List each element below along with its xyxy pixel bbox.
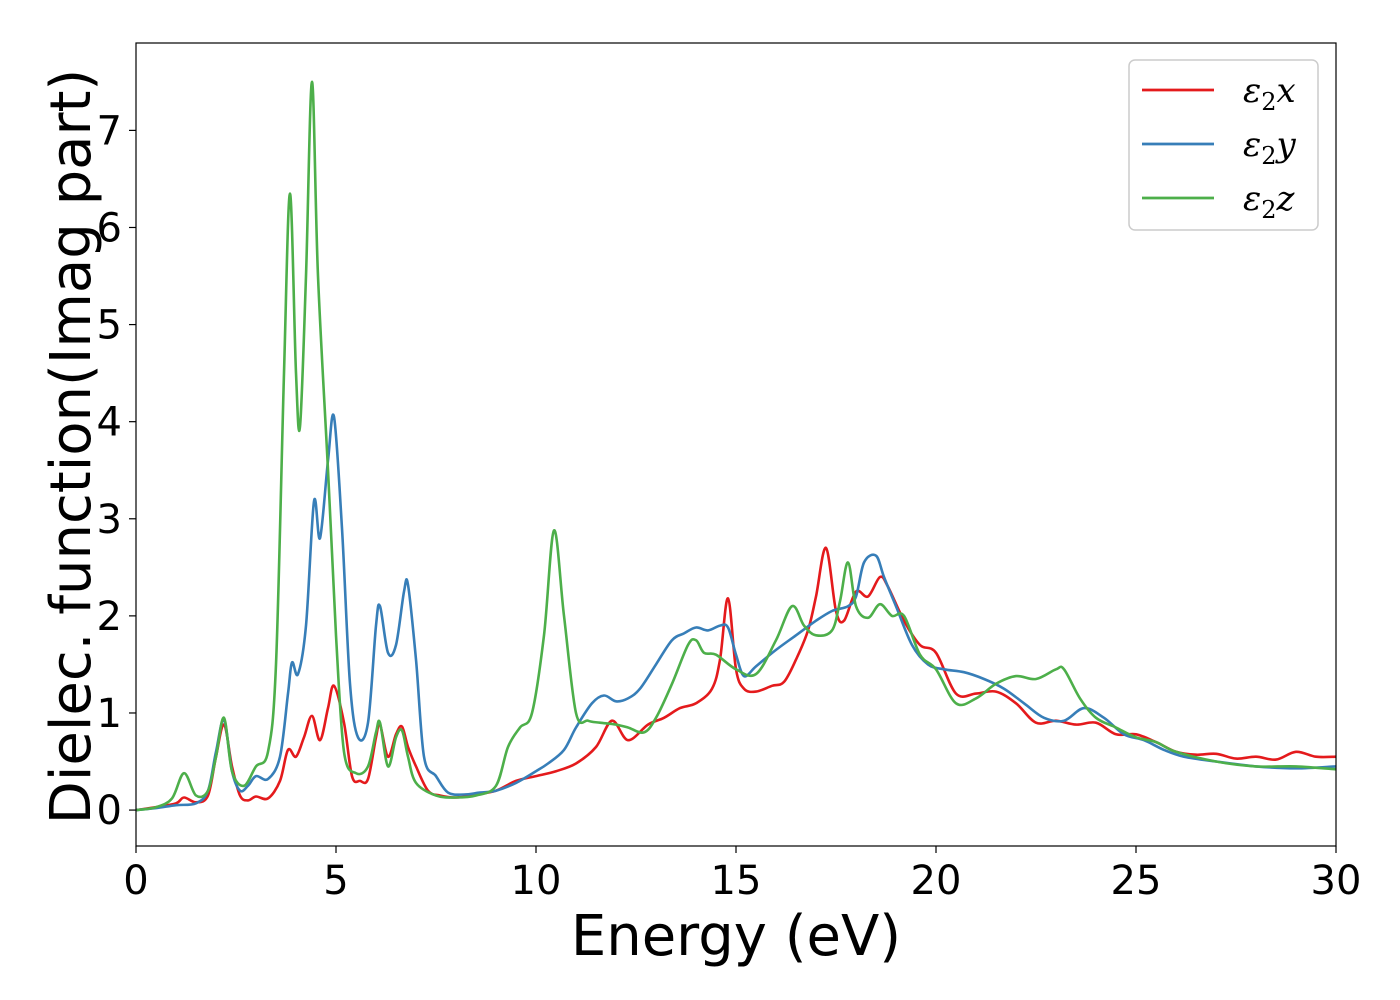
x-tick-label: 10 <box>511 858 562 904</box>
legend-label-y: ε2y <box>1243 125 1297 170</box>
legend-label-x: ε2x <box>1243 71 1296 116</box>
y-tick-label: 7 <box>97 108 122 154</box>
series-line-y <box>135 413 1337 812</box>
series-line-x <box>135 546 1337 812</box>
y-tick-label: 6 <box>97 205 122 251</box>
series-lines <box>135 80 1337 812</box>
legend-box <box>1128 59 1319 231</box>
y-tick-label: 4 <box>97 400 122 446</box>
x-tick-label: 0 <box>123 858 148 904</box>
y-tick-label: 3 <box>97 497 122 543</box>
legend-label-z: ε2z <box>1243 179 1296 224</box>
y-axis-ticks: 0 1 2 3 4 5 6 7 <box>97 108 136 834</box>
series-line-z <box>135 80 1337 812</box>
y-tick-label: 0 <box>97 788 122 834</box>
y-tick-label: 5 <box>97 303 122 349</box>
legend: ε2x ε2y ε2z <box>1128 59 1319 231</box>
x-tick-label: 25 <box>1111 858 1162 904</box>
y-tick-label: 2 <box>97 594 122 640</box>
x-axis-ticks: 0 5 10 15 20 25 30 <box>123 846 1361 904</box>
x-tick-label: 15 <box>711 858 762 904</box>
x-axis-label: Energy (eV) <box>571 904 901 969</box>
y-tick-label: 1 <box>97 691 122 737</box>
x-tick-label: 30 <box>1311 858 1362 904</box>
y-axis-label: Dielec. function(Imag part) <box>39 69 104 825</box>
x-tick-label: 5 <box>323 858 348 904</box>
x-tick-label: 20 <box>911 858 962 904</box>
